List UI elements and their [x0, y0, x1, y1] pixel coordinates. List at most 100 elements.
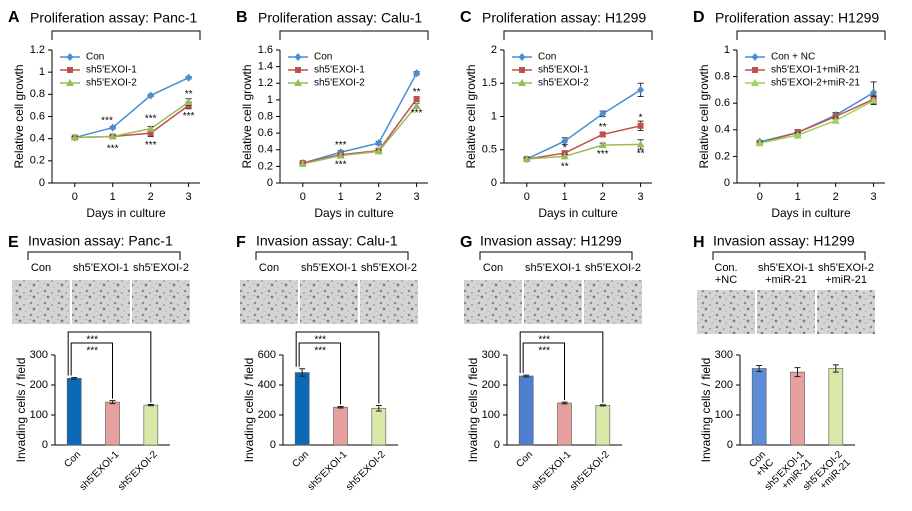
chart-title: Invasion assay: H1299: [480, 233, 622, 249]
series-line: [74, 101, 190, 139]
image-label: +miR-21: [825, 274, 867, 286]
micrograph-image: [757, 290, 815, 334]
image-label: sh5'EXOI-2: [133, 262, 189, 274]
image-label: sh5'EXOI-2: [361, 262, 417, 274]
error-bar: [375, 405, 382, 412]
bar: [333, 406, 348, 446]
bar: [790, 371, 805, 446]
marker: [413, 96, 420, 103]
y-tick-label: 1.2: [258, 77, 273, 89]
x-tick-label: Con: [62, 449, 83, 470]
legend-label: Con: [314, 52, 332, 63]
y-tick-label: 0.8: [30, 88, 45, 100]
significance-label: **: [599, 122, 607, 133]
micrograph-image: [300, 280, 358, 324]
bar: [595, 405, 611, 446]
y-tick-label: 200: [258, 409, 276, 421]
marker: [751, 53, 759, 61]
y-tick-label: 1.5: [482, 77, 497, 89]
panel-letter: H: [693, 234, 705, 251]
x-axis-label: Days in culture: [771, 206, 851, 220]
y-axis-label: Relative cell growth: [464, 64, 478, 168]
panel-letter: E: [8, 234, 19, 251]
significance-label: ***: [597, 149, 609, 160]
image-label: sh5'EXOI-1: [301, 262, 357, 274]
significance-bracket: [295, 331, 380, 404]
significance-label: ***: [145, 140, 157, 151]
marker: [298, 159, 307, 167]
y-tick-label: 100: [30, 409, 48, 421]
chart-title: Invasion assay: H1299: [713, 233, 855, 249]
marker: [108, 132, 117, 140]
significance-label: **: [637, 148, 645, 159]
series-line: [526, 125, 641, 160]
y-axis-label: Invading cells / field: [466, 358, 480, 463]
y-tick-label: 0.2: [715, 150, 730, 162]
significance-label: **: [413, 87, 421, 98]
image-label: Con: [31, 262, 51, 274]
significance-label: ***: [101, 116, 113, 127]
error-bar: [71, 377, 78, 380]
marker: [413, 69, 421, 78]
x-tick-label: sh5'EXOI-2: [568, 449, 612, 493]
y-tick-label: 1: [724, 44, 730, 56]
label-bracket: [255, 251, 409, 260]
x-tick-label: 0: [757, 191, 763, 203]
image-label: sh5'EXOI-2: [585, 262, 641, 274]
panel-letter: A: [8, 9, 20, 26]
x-axis-label: Days in culture: [314, 206, 394, 220]
y-tick-label: 400: [258, 379, 276, 391]
series-line: [526, 89, 642, 160]
x-tick-label: 2: [600, 191, 606, 203]
y-tick-label: 0.8: [258, 110, 273, 122]
title-bracket: [51, 30, 201, 40]
y-tick-label: 0: [39, 177, 45, 189]
chart-title: Proliferation assay: H1299: [482, 10, 646, 26]
significance-label: ***: [86, 346, 98, 357]
legend-label: sh5'EXOI-2: [538, 78, 589, 89]
y-tick-label: 0: [42, 439, 48, 451]
significance-label: **: [185, 89, 193, 100]
marker: [146, 124, 155, 132]
image-label: Con.: [714, 262, 737, 274]
bar: [105, 401, 120, 446]
significance-label: ***: [314, 335, 326, 346]
micrograph-image: [72, 280, 130, 324]
x-tick-label: 3: [186, 191, 192, 203]
y-tick-label: 0.8: [715, 71, 730, 83]
y-tick-label: 0.4: [258, 144, 273, 156]
label-bracket: [712, 251, 866, 260]
marker: [66, 53, 74, 61]
error-bar: [299, 368, 306, 377]
marker: [375, 139, 383, 148]
y-tick-label: 1: [39, 66, 45, 78]
marker: [295, 67, 301, 73]
label-bracket: [27, 251, 181, 260]
x-tick-label: 3: [871, 191, 877, 203]
x-tick-label: 1: [338, 191, 344, 203]
y-tick-label: 1: [491, 110, 497, 122]
marker: [184, 98, 193, 106]
micrograph-image: [360, 280, 418, 324]
series-line: [759, 99, 874, 144]
x-tick-label: 2: [148, 191, 154, 203]
marker: [752, 67, 758, 73]
micrograph-image: [12, 280, 70, 324]
micrograph-image: [584, 280, 642, 324]
legend-label: Con: [86, 52, 104, 63]
significance-label: ***: [145, 113, 157, 124]
legend-label: sh5'EXOI-1+miR-21: [771, 65, 860, 76]
y-tick-label: 0: [270, 439, 276, 451]
image-label: sh5'EXOI-1: [73, 262, 129, 274]
significance-bracket: [522, 342, 565, 401]
legend-label: sh5'EXOI-1: [86, 65, 137, 76]
y-tick-label: 0.4: [715, 124, 730, 136]
x-tick-label: Con: [514, 449, 535, 470]
panel-letter: D: [693, 9, 705, 26]
marker: [412, 101, 421, 109]
y-tick-label: 200: [482, 379, 500, 391]
legend-label: sh5'EXOI-2+miR-21: [771, 78, 860, 89]
y-axis-label: Invading cells / field: [14, 358, 28, 463]
marker: [599, 131, 606, 138]
